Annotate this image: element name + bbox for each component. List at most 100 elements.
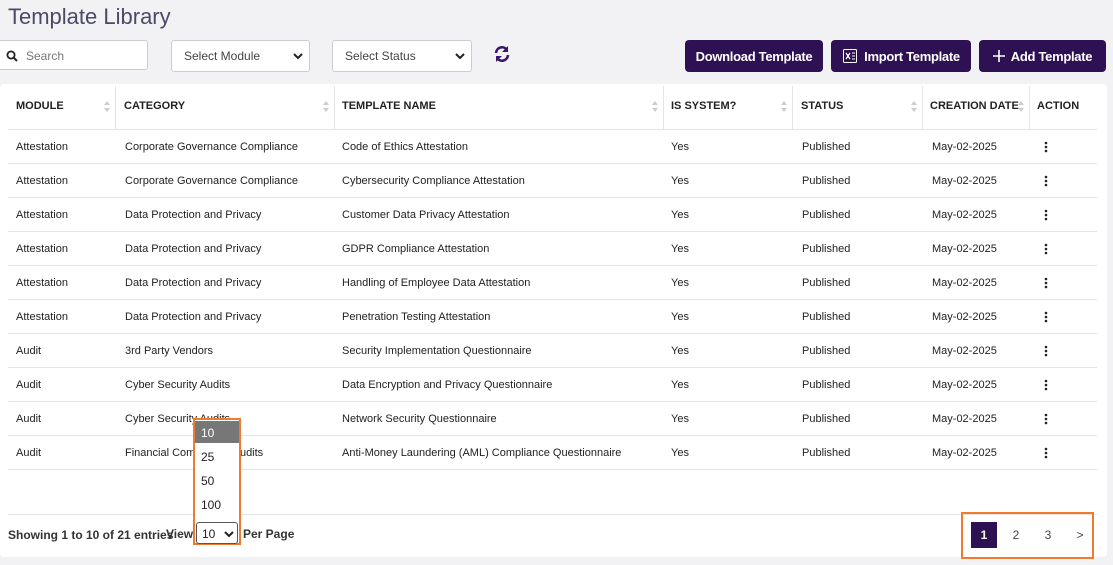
table-cell: Network Security Questionnaire: [342, 413, 497, 425]
table-cell: Yes: [671, 243, 689, 255]
row-action-menu[interactable]: [1044, 446, 1048, 464]
page-button[interactable]: >: [1076, 528, 1084, 542]
table-row: Audit Cyber Security Audits Data Encryptio…: [8, 368, 1097, 402]
page-button[interactable]: 1: [971, 522, 997, 548]
table-cell: Yes: [671, 277, 689, 289]
table-row: Attestation Corporate Governance Complian…: [8, 164, 1097, 198]
table-cell: Published: [802, 175, 851, 187]
page-size-select[interactable]: 10: [196, 522, 238, 544]
table-cell: Handling of Employee Data Attestation: [342, 277, 531, 289]
table-cell: Published: [802, 243, 851, 255]
column-header: CREATION DATE: [930, 100, 1019, 112]
chevron: [293, 53, 303, 60]
table-cell: Yes: [671, 209, 689, 221]
refresh-button[interactable]: [493, 45, 511, 63]
table-cell: Audit: [16, 345, 42, 357]
column-header: MODULE: [16, 100, 64, 112]
table-cell: Penetration Testing Attestation: [342, 311, 491, 323]
column-header: STATUS: [801, 100, 844, 112]
page-button[interactable]: 2: [1012, 528, 1020, 542]
table-card: [0, 84, 1107, 557]
table-cell: Customer Data Privacy Attestation: [342, 209, 510, 221]
table-cell: Data Protection and Privacy: [125, 311, 262, 323]
table-cell: Audit: [16, 447, 42, 459]
table-cell: May-02-2025: [932, 141, 997, 153]
page-button[interactable]: 3: [1044, 528, 1052, 542]
table-row: Attestation Data Protection and Privacy Cu…: [8, 198, 1097, 232]
per-page-label: Per Page: [243, 527, 295, 541]
sort-icon[interactable]: [652, 99, 658, 117]
row-action-menu[interactable]: [1044, 140, 1048, 158]
status-select-text: Select Status: [345, 49, 416, 63]
page-title: Template Library: [8, 4, 171, 29]
row-action-menu[interactable]: [1044, 208, 1048, 226]
import-template-button[interactable]: Import Template: [831, 40, 971, 72]
table-cell: Attestation: [16, 209, 68, 221]
sort-icon[interactable]: [104, 99, 110, 117]
table-cell: Attestation: [16, 243, 68, 255]
table-row: Attestation Data Protection and Privacy GD…: [8, 232, 1097, 266]
page-size-option[interactable]: 50: [201, 474, 215, 488]
search-input[interactable]: Search: [0, 40, 148, 70]
row-action-menu[interactable]: [1044, 276, 1048, 294]
page-size-option[interactable]: 10: [195, 421, 239, 443]
table-cell: May-02-2025: [932, 209, 997, 221]
row-action-menu[interactable]: [1044, 344, 1048, 362]
table-cell: Data Protection and Privacy: [125, 277, 262, 289]
column-separator: [922, 86, 923, 129]
page-size-value: 10: [202, 527, 216, 541]
table-cell: May-02-2025: [932, 175, 997, 187]
table-row: Audit 3rd Party Vendors Security Implement…: [8, 334, 1097, 368]
table-row: Audit Cyber Security Audits Network Securi…: [8, 402, 1097, 436]
table-cell: Published: [802, 345, 851, 357]
button-label: Add Template: [1010, 48, 1093, 64]
add-template-button[interactable]: Add Template: [979, 40, 1106, 72]
sort-icon[interactable]: [911, 99, 917, 117]
view-label: View: [166, 527, 194, 541]
table-cell: Yes: [671, 345, 689, 357]
button-label: Import Template: [864, 48, 960, 64]
column-separator: [663, 86, 664, 129]
page-size-option[interactable]: 25: [201, 450, 215, 464]
column-separator: [115, 86, 116, 129]
row-action-menu[interactable]: [1044, 378, 1048, 396]
row-action-menu[interactable]: [1044, 174, 1048, 192]
table-cell: Data Protection and Privacy: [125, 243, 262, 255]
table-cell: Published: [802, 447, 851, 459]
table-cell: GDPR Compliance Attestation: [342, 243, 490, 255]
column-header: TEMPLATE NAME: [342, 100, 436, 112]
excel-icon: [843, 49, 858, 63]
column-header: IS SYSTEM?: [671, 100, 737, 112]
table-cell: Data Encryption and Privacy Questionnair…: [342, 379, 553, 391]
sort-icon[interactable]: [1018, 99, 1024, 117]
table-cell: May-02-2025: [932, 345, 997, 357]
download-template-button[interactable]: Download Template: [685, 40, 823, 72]
table-cell: Yes: [671, 413, 689, 425]
table-cell: Code of Ethics Attestation: [342, 141, 468, 153]
table-cell: Audit: [16, 413, 42, 425]
table-cell: Published: [802, 141, 851, 153]
sort-icon[interactable]: [781, 99, 787, 117]
table-cell: Audit: [16, 379, 42, 391]
status-select[interactable]: Select Status: [332, 40, 472, 72]
table-cell: Anti-Money Laundering (AML) Compliance Q…: [342, 447, 622, 459]
row-action-menu[interactable]: [1044, 310, 1048, 328]
table-cell: Published: [802, 277, 851, 289]
table-row: Attestation Data Protection and Privacy Ha…: [8, 266, 1097, 300]
sort-icon[interactable]: [323, 99, 329, 117]
column-header: CATEGORY: [124, 100, 186, 112]
entries-summary: Showing 1 to 10 of 21 entries: [8, 528, 174, 542]
page-size-option[interactable]: 100: [201, 498, 222, 512]
plus-icon: [992, 50, 1005, 62]
table-cell: Yes: [671, 141, 689, 153]
table-cell: Published: [802, 379, 851, 391]
module-select[interactable]: Select Module: [171, 40, 310, 72]
search-placeholder: Search: [26, 49, 65, 63]
table-cell: Attestation: [16, 277, 68, 289]
table-cell: Published: [802, 413, 851, 425]
row-action-menu[interactable]: [1044, 242, 1048, 260]
footer-border: [8, 514, 1097, 515]
row-action-menu[interactable]: [1044, 412, 1048, 430]
